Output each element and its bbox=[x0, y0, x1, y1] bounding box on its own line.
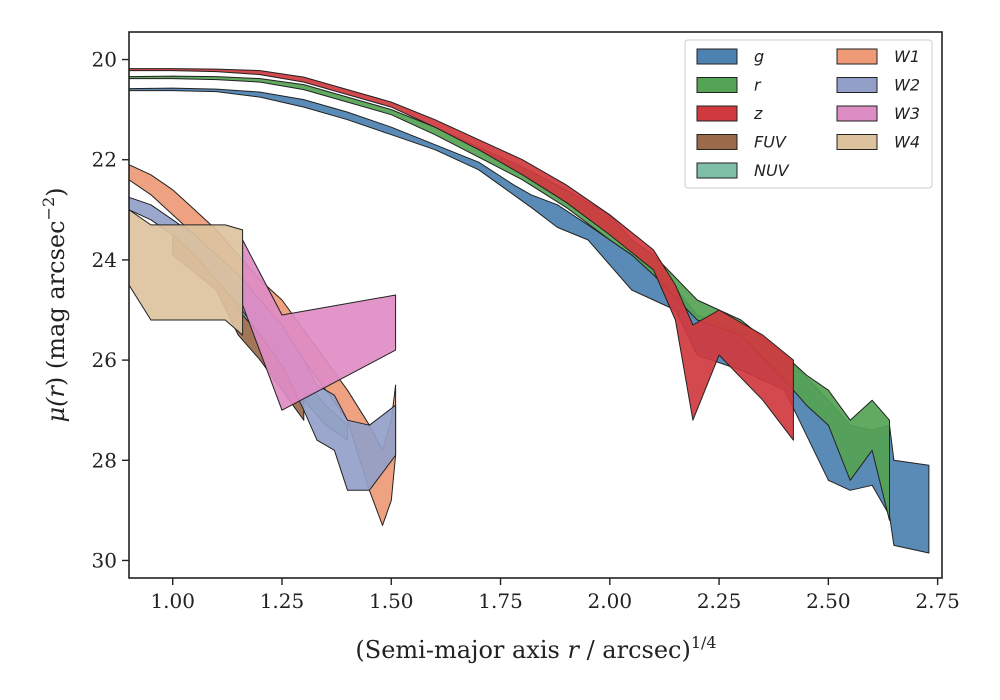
x-axis-label-sup: 1/4 bbox=[691, 633, 717, 652]
legend-label-w4: W4 bbox=[894, 133, 920, 152]
legend-label-w2: W2 bbox=[894, 76, 920, 95]
x-axis-label-main: (Semi-major axis bbox=[355, 636, 567, 664]
legend-label-nuv: NUV bbox=[754, 161, 790, 180]
legend-swatch-w3 bbox=[836, 105, 878, 122]
legend-label-w1: W1 bbox=[894, 47, 920, 66]
x-axis-label-var: r bbox=[567, 636, 580, 664]
x-axis-label-tail: / arcsec) bbox=[579, 636, 691, 664]
x-axis-label: (Semi-major axis r / arcsec)1/4 bbox=[355, 633, 716, 664]
legend-entries: grz FUV NUV W1 W2 W3 W4 bbox=[696, 47, 920, 180]
y-axis-label-sup: −2 bbox=[39, 197, 58, 221]
x-tick-label: 2.25 bbox=[697, 589, 742, 613]
legend-label-r: r bbox=[754, 76, 762, 95]
legend-label-w3: W3 bbox=[894, 104, 920, 123]
y-tick-label: 30 bbox=[92, 548, 117, 572]
legend-swatch-w1 bbox=[836, 48, 878, 65]
x-tick-label: 1.25 bbox=[260, 589, 305, 613]
legend-swatch-w2 bbox=[836, 77, 878, 93]
y-tick-label: 20 bbox=[92, 48, 117, 72]
legend: grz FUV NUV W1 W2 W3 W4 bbox=[684, 39, 933, 189]
legend-label-z: z bbox=[753, 104, 763, 123]
y-axis-label: μ(r) (mag arcsec−2) bbox=[39, 187, 70, 422]
y-tick-label: 24 bbox=[92, 248, 117, 272]
band-z bbox=[129, 68, 794, 441]
legend-swatch-r bbox=[696, 77, 738, 93]
y-tick-label: 28 bbox=[92, 448, 117, 472]
x-tick-label: 1.75 bbox=[478, 589, 523, 613]
legend-swatch-g bbox=[696, 48, 738, 65]
y-axis-label-end: ) bbox=[42, 187, 70, 196]
band-g bbox=[129, 87, 930, 554]
legend-swatch-nuv bbox=[696, 162, 738, 179]
x-tick-label: 1.00 bbox=[150, 589, 195, 613]
legend-swatch-w4 bbox=[836, 134, 878, 150]
y-axis-label-main: μ( bbox=[42, 397, 70, 423]
y-axis-ticks: 20 22 24 26 28 30 bbox=[92, 48, 129, 572]
legend-swatch-z bbox=[696, 105, 738, 122]
series-bands bbox=[129, 68, 930, 554]
plot-frame bbox=[128, 31, 943, 579]
y-axis-label-tail: ) (mag arcsec bbox=[42, 220, 70, 386]
x-tick-label: 2.75 bbox=[915, 589, 960, 613]
legend-swatch-fuv bbox=[696, 134, 738, 150]
y-tick-label: 26 bbox=[92, 348, 117, 372]
y-axis-label-var: r bbox=[42, 385, 70, 398]
x-axis-ticks: 1.00 1.25 1.50 1.75 2.00 2.25 2.50 2.75 bbox=[150, 578, 960, 613]
x-tick-label: 2.50 bbox=[806, 589, 851, 613]
legend-label-fuv: FUV bbox=[754, 133, 787, 152]
x-tick-label: 1.50 bbox=[369, 589, 414, 613]
band-w4 bbox=[129, 209, 244, 336]
x-tick-label: 2.00 bbox=[588, 589, 633, 613]
legend-label-g: g bbox=[754, 47, 764, 66]
y-tick-label: 22 bbox=[92, 148, 117, 172]
